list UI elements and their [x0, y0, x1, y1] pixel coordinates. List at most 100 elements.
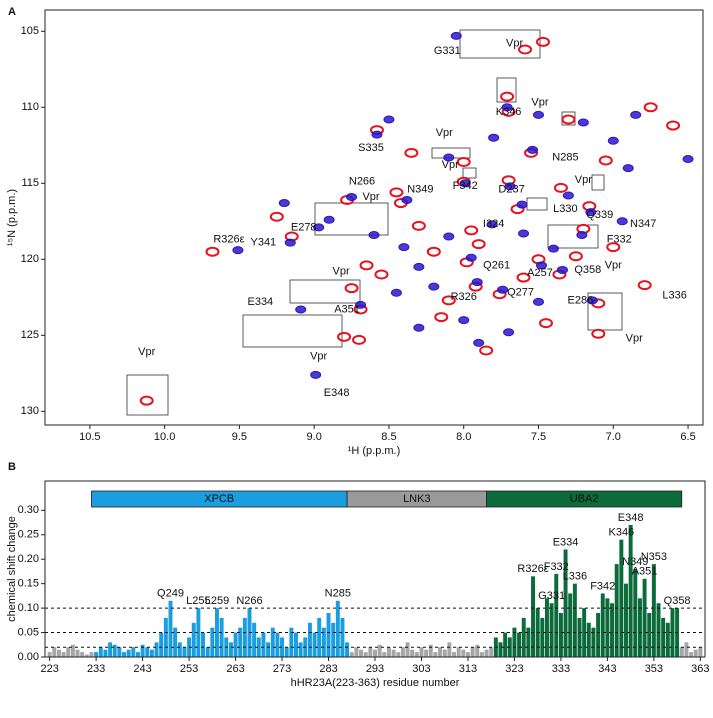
- y-tick-label: 115: [21, 177, 39, 189]
- bar: [396, 652, 401, 657]
- peak: [401, 196, 413, 205]
- bar-label: E348: [618, 512, 644, 524]
- peak: [465, 253, 477, 262]
- peak: [443, 232, 455, 241]
- peak: [434, 312, 449, 323]
- peak: [471, 239, 486, 250]
- bar: [582, 608, 587, 657]
- peak-label: A257: [527, 267, 553, 279]
- bar: [693, 649, 698, 657]
- peak: [585, 208, 597, 217]
- bar: [228, 642, 233, 657]
- peak: [547, 244, 559, 253]
- peak: [383, 115, 395, 124]
- peak: [637, 280, 652, 291]
- bar: [670, 608, 675, 657]
- bar: [75, 649, 80, 657]
- bar: [94, 652, 99, 657]
- bar: [591, 627, 596, 657]
- peak-label: D237: [498, 183, 524, 195]
- bar-label: Q358: [664, 595, 691, 607]
- bar: [122, 652, 126, 657]
- y-tick-label: 0.30: [18, 504, 39, 516]
- bar: [410, 649, 415, 657]
- peak-label: G331: [434, 45, 461, 57]
- bar-label: N353: [641, 551, 667, 563]
- box: [289, 279, 361, 304]
- peak: [390, 288, 402, 297]
- bar: [145, 647, 150, 657]
- peak-label: Vpr: [138, 346, 155, 358]
- peak: [359, 260, 374, 271]
- bar: [98, 647, 103, 657]
- bar: [540, 617, 545, 657]
- peak: [355, 300, 367, 309]
- x-tick-label: 353: [645, 663, 663, 675]
- bar: [600, 593, 605, 657]
- bar: [252, 622, 257, 657]
- peak-label: Q358: [574, 264, 601, 276]
- peak: [598, 155, 613, 166]
- bar: [331, 622, 336, 657]
- box: [126, 374, 169, 416]
- peak: [398, 243, 410, 252]
- bar: [563, 549, 568, 657]
- bar: [526, 627, 531, 657]
- bar: [656, 603, 661, 657]
- peak: [205, 246, 220, 257]
- peak: [413, 323, 425, 332]
- bar: [517, 632, 522, 657]
- y-axis-label: chemical shift change: [6, 516, 18, 622]
- bar: [349, 652, 354, 657]
- peak-label: Vpr: [531, 97, 548, 109]
- peak: [607, 136, 619, 145]
- bar: [280, 637, 285, 657]
- bar: [498, 642, 503, 657]
- peak: [310, 370, 322, 379]
- peak: [682, 154, 694, 163]
- bar: [256, 637, 261, 657]
- peak: [295, 305, 307, 314]
- peak-label: Vpr: [436, 127, 453, 139]
- bar: [456, 647, 461, 657]
- bar: [572, 583, 577, 657]
- bar: [326, 613, 331, 657]
- bar: [275, 632, 280, 657]
- peak-label: E348: [324, 387, 350, 399]
- peak: [616, 217, 628, 226]
- bar-label: R326ε: [517, 563, 548, 575]
- x-tick-label: 7.0: [606, 431, 621, 443]
- peak: [518, 44, 533, 55]
- x-tick-label: 243: [133, 663, 151, 675]
- bar: [568, 593, 573, 657]
- x-tick-label: 313: [459, 663, 477, 675]
- bar: [698, 647, 703, 657]
- peak: [501, 103, 513, 112]
- bar: [363, 652, 368, 657]
- domain-label: LNK3: [403, 493, 431, 505]
- bar: [438, 647, 443, 657]
- bar: [103, 649, 108, 657]
- bar-label: K346: [608, 527, 634, 539]
- bar: [554, 573, 559, 657]
- bar: [317, 617, 322, 657]
- box: [242, 314, 343, 348]
- peak-label: Q339: [586, 209, 613, 221]
- peak: [459, 179, 471, 188]
- bar: [465, 652, 470, 657]
- x-tick-label: 7.5: [531, 431, 546, 443]
- bar: [377, 644, 382, 657]
- peak: [516, 200, 528, 209]
- peak: [553, 182, 568, 193]
- bar: [605, 598, 610, 657]
- box: [591, 174, 605, 191]
- peak: [428, 282, 440, 291]
- peak: [666, 120, 681, 131]
- bar: [80, 652, 85, 657]
- bar: [684, 642, 689, 657]
- box: [526, 197, 548, 211]
- bar: [354, 647, 359, 657]
- bar-label: A351: [632, 566, 658, 578]
- bar-label: L336: [563, 571, 587, 583]
- peak: [284, 238, 296, 247]
